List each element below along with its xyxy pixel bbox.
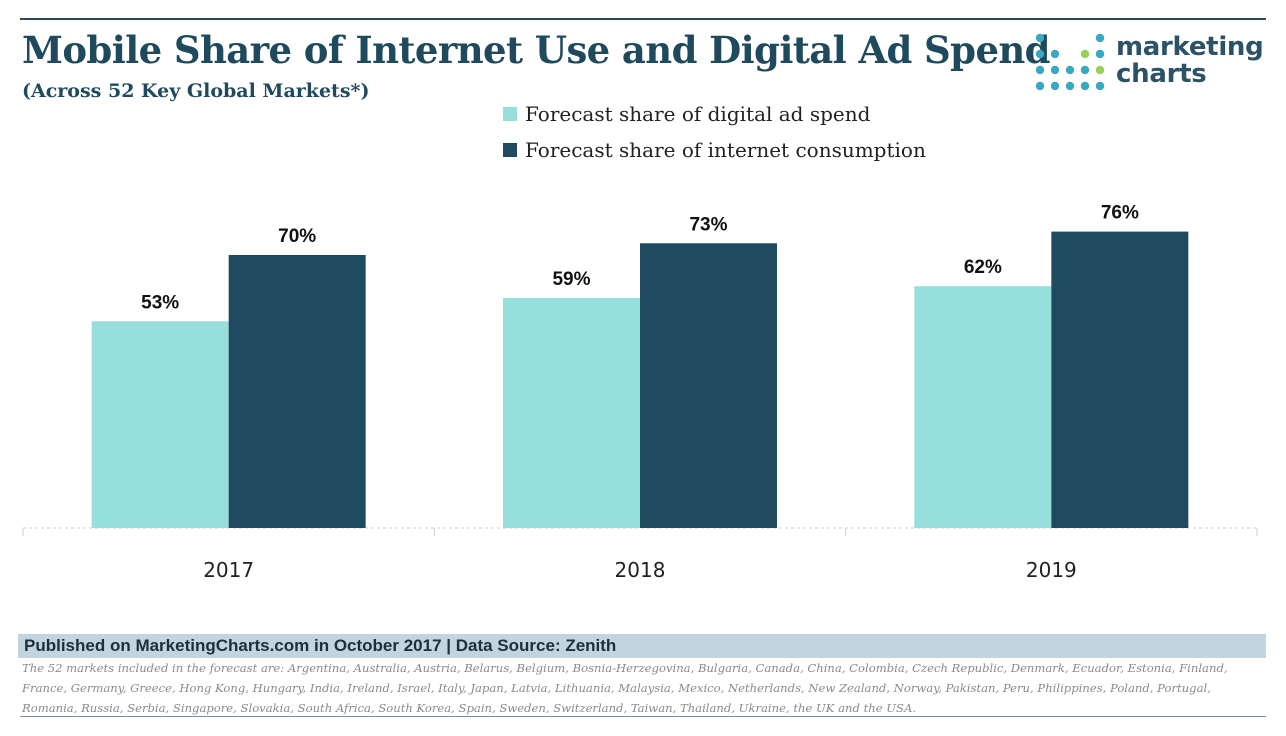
footer-note: The 52 markets included in the forecast …	[22, 661, 1228, 715]
x-tick-label: 2018	[615, 558, 666, 582]
legend-label-ad-spend: Forecast share of digital ad spend	[525, 102, 871, 126]
data-label: 59%	[552, 269, 590, 290]
bar-chart: 53% 70% 2017 59% 73% 2018 62% 76% 2019	[22, 203, 1258, 582]
x-tick-label: 2017	[203, 558, 254, 582]
logo-line-2: charts	[1116, 59, 1207, 89]
bar-ad-spend-2018	[503, 297, 640, 528]
x-tick-label: 2019	[1026, 558, 1077, 582]
data-label: 70%	[278, 226, 316, 247]
data-label: 53%	[141, 292, 179, 313]
bar-internet-2018	[640, 243, 777, 529]
legend-item-ad-spend: Forecast share of digital ad spend	[503, 96, 926, 132]
bar-ad-spend-2017	[91, 321, 229, 528]
logo-dots-icon	[1035, 33, 1104, 91]
legend-swatch-ad-spend	[503, 107, 517, 121]
logo-line-1: marketing	[1116, 32, 1264, 62]
legend-label-internet: Forecast share of internet consumption	[525, 138, 926, 162]
data-label: 62%	[964, 257, 1002, 278]
footer-source: Published on MarketingCharts.com in Octo…	[24, 636, 617, 655]
footer-source-band: Published on MarketingCharts.com in Octo…	[18, 634, 1266, 658]
chart-legend: Forecast share of digital ad spend Forec…	[503, 96, 926, 168]
bar-internet-2017	[228, 255, 366, 528]
legend-item-internet: Forecast share of internet consumption	[503, 132, 926, 168]
logo-text: marketing charts	[1116, 32, 1264, 89]
legend-swatch-internet	[503, 143, 517, 157]
marketingcharts-logo: marketing charts	[1034, 32, 1264, 96]
top-rule	[20, 18, 1266, 20]
bottom-rule	[20, 716, 1266, 717]
data-label: 73%	[689, 214, 727, 235]
data-label: 76%	[1101, 203, 1139, 224]
chart-subtitle: (Across 52 Key Global Markets*)	[22, 80, 370, 102]
bar-ad-spend-2019	[914, 286, 1052, 528]
chart-title: Mobile Share of Internet Use and Digital…	[22, 28, 1051, 72]
bar-internet-2019	[1051, 231, 1189, 528]
